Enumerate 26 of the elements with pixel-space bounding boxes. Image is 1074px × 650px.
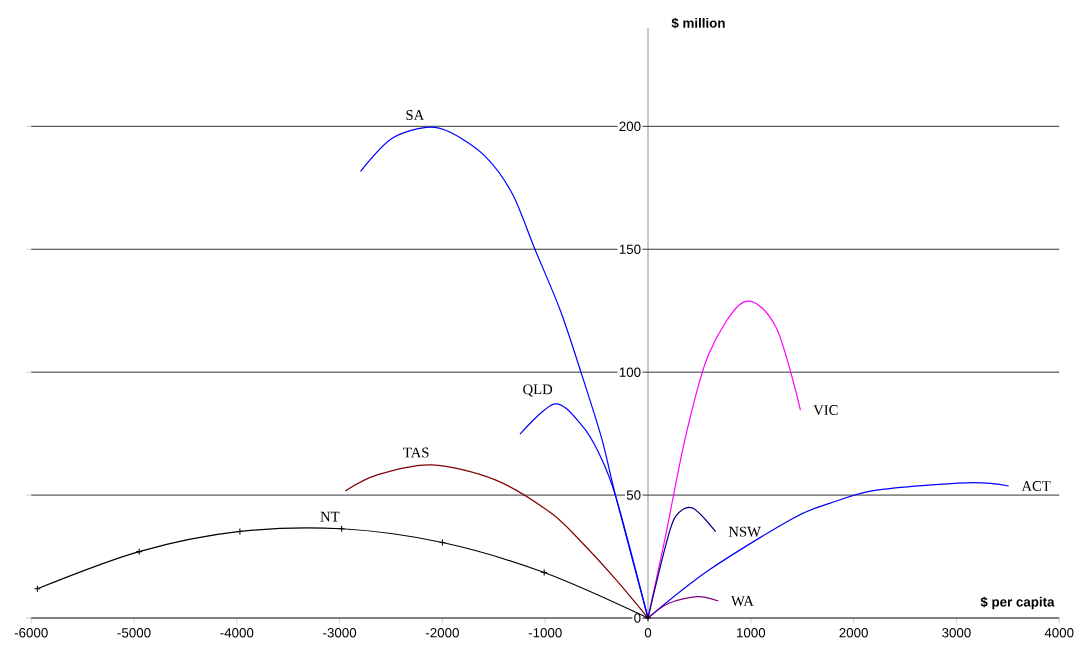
series-label: WA xyxy=(731,596,754,606)
series-label: TAS xyxy=(403,447,429,458)
y-tick-label: 50 xyxy=(626,490,641,500)
x-tick-label: -4000 xyxy=(220,628,254,638)
x-axis-title: $ per capita xyxy=(980,596,1055,610)
y-tick-label: 150 xyxy=(619,244,641,254)
x-tick-label: -6000 xyxy=(14,628,48,638)
y-tick-label: 0 xyxy=(634,613,641,623)
x-tick-label: -2000 xyxy=(425,628,459,638)
x-tick-label: 2000 xyxy=(839,628,868,638)
series-label: QLD xyxy=(523,384,553,397)
y-axis-title: $ million xyxy=(671,17,725,29)
series-label: SA xyxy=(406,110,425,120)
series-label: NT xyxy=(320,511,340,522)
x-tick-label: 3000 xyxy=(942,628,971,638)
x-tick-label: -5000 xyxy=(117,628,151,638)
x-tick-label: 0 xyxy=(644,628,652,638)
x-tick-label: 1000 xyxy=(737,628,766,638)
x-tick-label: -1000 xyxy=(528,628,562,638)
series-label: NSW xyxy=(728,526,761,537)
series-label: VIC xyxy=(813,405,838,415)
x-tick-label: 4000 xyxy=(1044,628,1074,638)
y-tick-label: 100 xyxy=(619,367,641,377)
y-tick-label: 200 xyxy=(619,121,641,132)
x-tick-label: -3000 xyxy=(323,628,357,638)
series-label: ACT xyxy=(1021,481,1051,491)
